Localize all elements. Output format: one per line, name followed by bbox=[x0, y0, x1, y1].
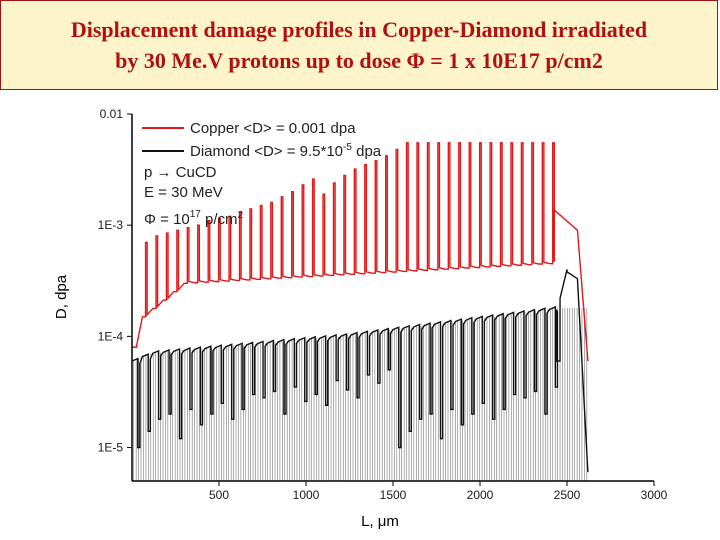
y-tick-label: 1E-4 bbox=[98, 329, 124, 343]
diamond-series-line bbox=[132, 269, 589, 473]
y-tick-label: 0.01 bbox=[100, 107, 124, 121]
series-layer bbox=[132, 142, 589, 481]
copper-series-line bbox=[132, 142, 589, 362]
title-line-2: by 30 Me.V protons up to dose Φ = 1 x 10… bbox=[115, 48, 603, 73]
x-tick-label: 500 bbox=[209, 488, 229, 502]
title-line-1: Displacement damage profiles in Copper-D… bbox=[70, 17, 648, 42]
legend-diamond-label: Diamond <D> = 9.5*10-5 dpa bbox=[190, 142, 382, 160]
damage-profile-chart: 500 1000 1500 2000 2500 30000.011E-31E-41E-5 … bbox=[53, 107, 668, 530]
y-tick-label: 1E-3 bbox=[98, 218, 124, 232]
legend-copper-label: Copper <D> = 0.001 dpa bbox=[190, 120, 356, 137]
legend-reaction: p → CuCD bbox=[144, 164, 217, 181]
x-axis-label: L, μm bbox=[361, 513, 399, 530]
legend-dose: Φ = 1017 p/cm2 bbox=[144, 209, 244, 228]
legend-energy: E = 30 MeV bbox=[144, 184, 223, 201]
x-tick-label: 3000 bbox=[641, 488, 668, 502]
legend: Copper <D> = 0.001 dpa Diamond <D> = 9.5… bbox=[142, 120, 382, 228]
diamond-hatch bbox=[133, 307, 588, 481]
y-tick-label: 1E-5 bbox=[98, 441, 124, 455]
tick-labels: 500 1000 1500 2000 2500 3000 0.01 1E-3 1E-4 1E-5 bbox=[98, 107, 668, 502]
x-tick-label: 2000 bbox=[467, 488, 494, 502]
x-tick-label: 1000 bbox=[293, 488, 320, 502]
y-axis-label: D, dpa bbox=[53, 274, 70, 319]
title-box: Displacement damage profiles in Copper-D… bbox=[0, 0, 718, 90]
x-tick-label: 1500 bbox=[380, 488, 407, 502]
x-tick-label: 2500 bbox=[554, 488, 581, 502]
